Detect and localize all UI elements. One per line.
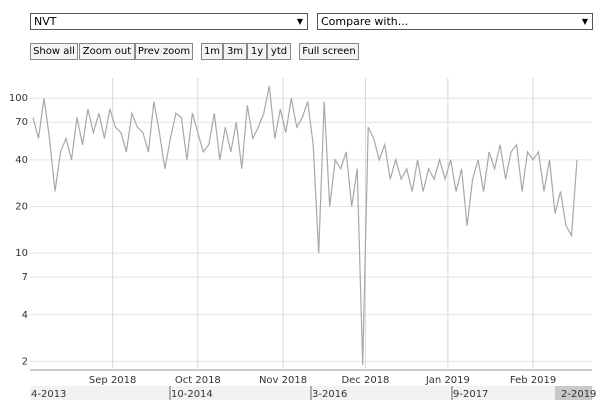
y-tick-label: 40 bbox=[15, 155, 28, 166]
navigator-label: 2-2019 bbox=[561, 389, 596, 400]
x-tick-label: Oct 2018 bbox=[175, 375, 221, 386]
button[interactable]: ytd bbox=[267, 43, 291, 60]
y-tick-label: 20 bbox=[15, 201, 28, 212]
x-tick-label: Feb 2019 bbox=[510, 375, 556, 386]
navigator-label: 10-2014 bbox=[171, 389, 213, 400]
price-line bbox=[32, 85, 578, 365]
button[interactable]: Show all bbox=[30, 43, 78, 60]
button[interactable]: 1m bbox=[201, 43, 223, 60]
button[interactable]: Prev zoom bbox=[135, 43, 193, 60]
x-tick-label: Dec 2018 bbox=[341, 375, 389, 386]
dropdown-arrow: ▼ bbox=[296, 17, 303, 26]
compare-text: Compare with... bbox=[321, 15, 409, 28]
x-tick-label: Jan 2019 bbox=[425, 375, 470, 386]
button[interactable]: 3m bbox=[223, 43, 247, 60]
symbol-text: NVT bbox=[34, 15, 57, 28]
y-tick-label: 100 bbox=[9, 93, 28, 104]
y-tick-label: 7 bbox=[22, 272, 28, 283]
button[interactable]: Zoom out bbox=[79, 43, 135, 60]
navigator-label: 4-2013 bbox=[31, 389, 66, 400]
button[interactable]: Full screen bbox=[299, 43, 359, 60]
navigator-label: 3-2016 bbox=[312, 389, 347, 400]
dropdown-arrow: ▼ bbox=[581, 17, 588, 26]
compare-select[interactable]: Compare with... ▼ bbox=[317, 13, 593, 30]
navigator-label: 9-2017 bbox=[453, 389, 488, 400]
y-tick-label: 10 bbox=[15, 248, 28, 259]
y-tick-label: 2 bbox=[22, 356, 28, 367]
y-tick-label: 4 bbox=[22, 310, 28, 321]
symbol-select[interactable]: NVT ▼ bbox=[30, 13, 308, 30]
button[interactable]: 1y bbox=[247, 43, 267, 60]
x-tick-label: Nov 2018 bbox=[259, 375, 307, 386]
navigator-selection bbox=[555, 386, 592, 400]
x-tick-label: Sep 2018 bbox=[89, 375, 136, 386]
y-tick-label: 70 bbox=[15, 117, 28, 128]
